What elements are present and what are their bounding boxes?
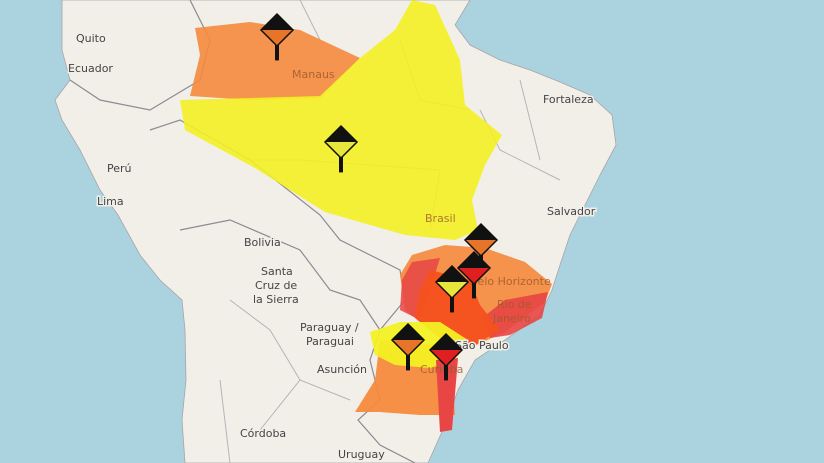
- label-bolivia: Bolivia: [244, 236, 281, 249]
- label-santa-cruz: la Sierra: [253, 293, 299, 306]
- storm-warning-icon[interactable]: [456, 250, 492, 299]
- label-salvador: Salvador: [547, 205, 596, 218]
- marker-top: [430, 334, 462, 350]
- marker-top: [392, 324, 424, 340]
- storm-warning-icon[interactable]: [390, 322, 426, 371]
- label-paraguay: Paraguai: [306, 335, 354, 348]
- marker-top: [465, 224, 497, 240]
- label-brasil: Brasil: [425, 212, 456, 225]
- storm-warning-icon[interactable]: [463, 222, 499, 271]
- storm-warning-icon[interactable]: [434, 264, 470, 313]
- storm-warning-icon[interactable]: [323, 124, 359, 173]
- label-sao-paulo: São Paulo: [455, 339, 509, 352]
- label-rio-de-janeiro: Janeiro: [492, 312, 531, 325]
- storm-warning-icon[interactable]: [259, 12, 295, 61]
- label-belo-horizonte: Belo Horizonte: [470, 275, 551, 288]
- label-quito: Quito: [76, 32, 106, 45]
- label-rio-de-janeiro: Rio de: [497, 298, 532, 311]
- marker-top: [261, 14, 293, 30]
- marker-top: [436, 266, 468, 282]
- country-border: [179, 219, 381, 331]
- label-ecuador: Ecuador: [68, 62, 113, 75]
- marker-top: [458, 252, 490, 268]
- label-curitiba: Curitiba: [420, 363, 463, 376]
- label-santa-cruz: Cruz de: [255, 279, 297, 292]
- label-paraguay: Paraguay /: [300, 321, 359, 334]
- label-asuncion: Asunción: [317, 363, 367, 376]
- alert-area-yellow[interactable]: [180, 0, 502, 240]
- label-lima: Lima: [97, 195, 124, 208]
- alert-area-red-coastal[interactable]: [436, 358, 458, 432]
- label-cordoba: Córdoba: [240, 427, 286, 440]
- label-manaus: Manaus: [292, 68, 335, 81]
- storm-warning-icon[interactable]: [428, 332, 464, 381]
- label-fortaleza: Fortaleza: [543, 93, 594, 106]
- marker-top: [325, 126, 357, 142]
- alert-area-red[interactable]: [482, 292, 548, 338]
- label-peru: Perú: [107, 162, 132, 175]
- label-santa-cruz: Santa: [261, 265, 293, 278]
- alert-area-orange-north[interactable]: [190, 22, 360, 100]
- label-uruguay: Uruguay: [338, 448, 385, 461]
